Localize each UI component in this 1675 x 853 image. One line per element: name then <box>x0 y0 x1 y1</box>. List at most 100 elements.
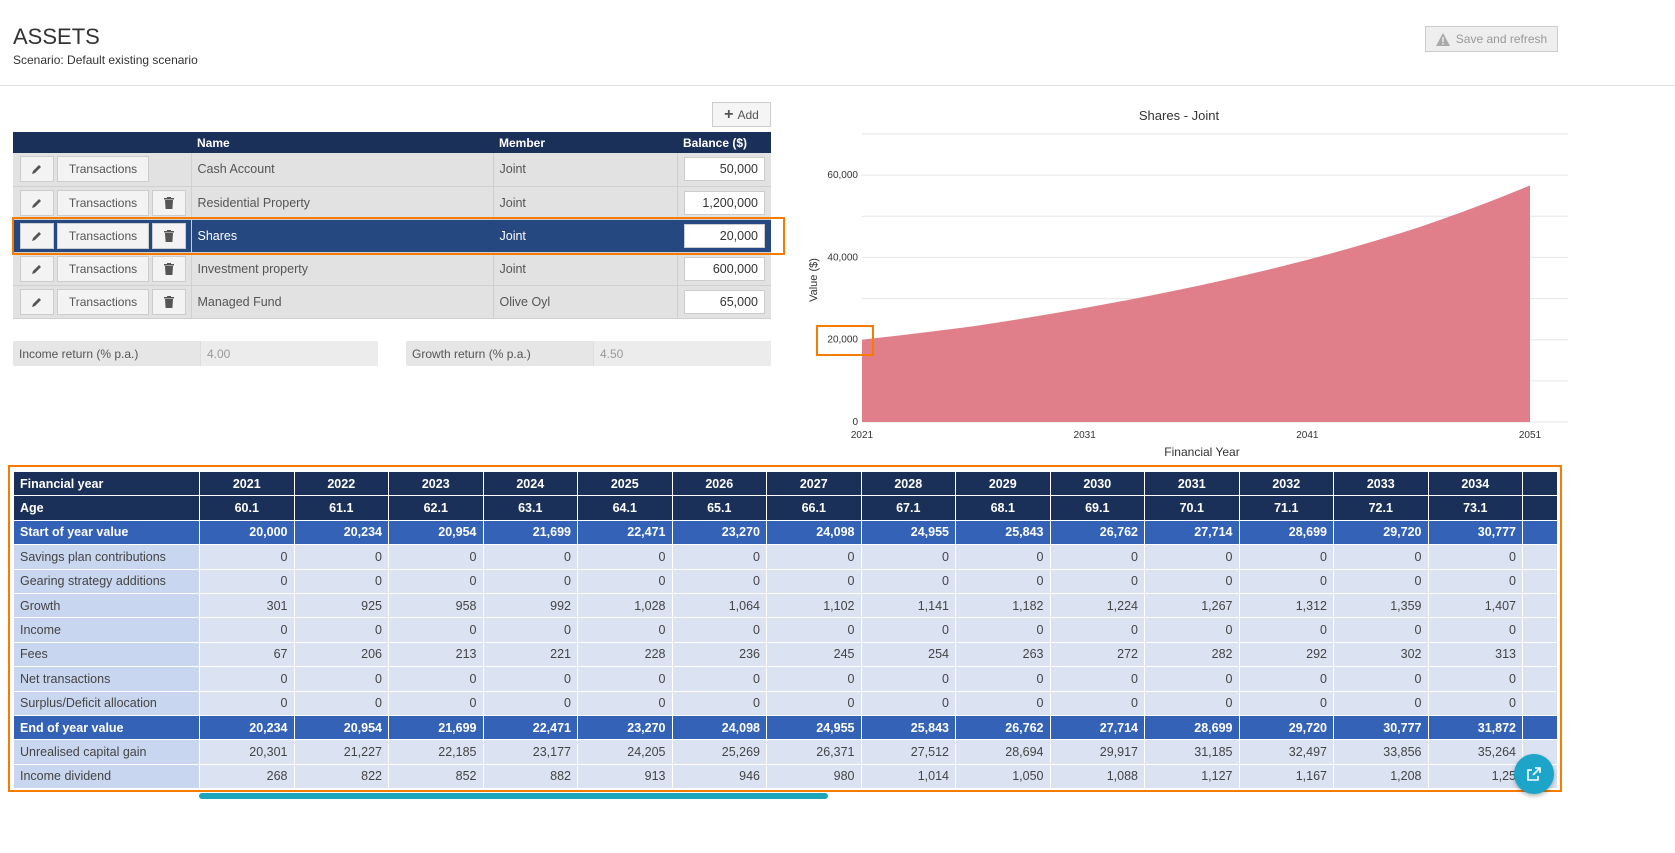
cell: 0 <box>293 568 389 594</box>
projection-row: Income dividend 268 822 852 882 913 946 980 1,01… <box>13 763 1558 790</box>
cell: 61.1 <box>293 495 389 521</box>
cell: 20,000 <box>199 519 295 546</box>
edit-button[interactable] <box>20 222 54 249</box>
projection-row: Financial year 2021 2022 2023 2024 2025 2026 20… <box>13 470 1558 497</box>
projection-row: Net transactions 0 0 0 0 0 0 0 0 0 0 0 0 0 0 <box>13 666 1558 692</box>
cell: 0 <box>1238 666 1334 692</box>
edit-button[interactable] <box>20 189 54 216</box>
pencil-icon <box>32 165 41 175</box>
horizontal-scrollbar[interactable] <box>199 793 828 799</box>
projection-row: Unrealised capital gain 20,301 21,227 22,18… <box>13 739 1558 765</box>
edit-button[interactable] <box>20 255 54 282</box>
cell: 29,917 <box>1049 739 1145 765</box>
cell: 25,843 <box>860 714 956 741</box>
cell: 20,954 <box>293 714 389 741</box>
cell: 0 <box>482 617 578 643</box>
divider <box>0 85 1675 86</box>
transactions-button[interactable]: Transactions <box>57 222 149 249</box>
balance-input[interactable]: 600,000 <box>684 256 765 281</box>
cell: 25,843 <box>955 519 1051 546</box>
add-asset-button[interactable]: + Add <box>712 102 771 127</box>
cell: 0 <box>1427 617 1523 643</box>
cell: 0 <box>199 617 295 643</box>
balance-input[interactable]: 65,000 <box>684 289 765 314</box>
asset-row[interactable]: Transactions Shares Joint 20,000 <box>13 219 771 253</box>
series-area <box>862 185 1530 422</box>
delete-button[interactable] <box>152 255 186 282</box>
asset-row[interactable]: Transactions Investment property Joint 6… <box>13 252 771 286</box>
delete-button[interactable] <box>152 288 186 315</box>
cell: 1,407 <box>1427 592 1523 619</box>
cell: 0 <box>577 617 673 643</box>
edit-button[interactable] <box>20 288 54 315</box>
trash-icon <box>164 229 174 242</box>
member-header: Member <box>493 132 677 153</box>
cell: 26,762 <box>1049 519 1145 546</box>
save-label: Save and refresh <box>1455 32 1548 46</box>
row-label: Growth <box>13 592 200 619</box>
cell: 64.1 <box>577 495 673 521</box>
cell: 0 <box>1144 544 1240 570</box>
income-return-field[interactable]: Income return (% p.a.) 4.00 <box>13 341 378 366</box>
balance-input[interactable]: 50,000 <box>684 157 765 182</box>
row-label: Income <box>13 617 200 643</box>
asset-member: Olive Oyl <box>493 285 678 319</box>
delete-button[interactable] <box>152 222 186 249</box>
asset-row[interactable]: Transactions Cash Account Joint 50,000 <box>13 153 771 187</box>
cell: 66.1 <box>766 495 862 521</box>
cell: 25,269 <box>671 739 767 765</box>
balance-input[interactable]: 20,000 <box>684 223 765 248</box>
cell-empty <box>1522 470 1558 497</box>
delete-button[interactable] <box>152 189 186 216</box>
save-and-refresh-button[interactable]: Save and refresh <box>1425 26 1558 52</box>
transactions-button[interactable]: Transactions <box>57 288 149 315</box>
cell: 29,720 <box>1238 714 1334 741</box>
income-return-value[interactable]: 4.00 <box>200 341 378 366</box>
cell: 72.1 <box>1333 495 1429 521</box>
transactions-button[interactable]: Transactions <box>57 189 149 216</box>
balance-input[interactable]: 1,200,000 <box>684 190 765 215</box>
cell: 22,471 <box>482 714 578 741</box>
cell: 213 <box>388 641 484 668</box>
cell: 20,954 <box>388 519 484 546</box>
transactions-button[interactable]: Transactions <box>57 255 149 282</box>
asset-row[interactable]: Transactions Residential Property Joint … <box>13 186 771 220</box>
plus-icon: + <box>724 105 734 123</box>
cell-empty <box>1522 690 1558 716</box>
transactions-button[interactable]: Transactions <box>57 156 149 183</box>
cell: 1,088 <box>1049 763 1145 790</box>
growth-return-field[interactable]: Growth return (% p.a.) 4.50 <box>406 341 771 366</box>
asset-name: Cash Account <box>191 153 494 187</box>
cell: 29,720 <box>1333 519 1429 546</box>
growth-return-value[interactable]: 4.50 <box>593 341 771 366</box>
edit-button[interactable] <box>20 156 54 183</box>
cell: 0 <box>577 568 673 594</box>
cell: 913 <box>577 763 673 790</box>
cell: 0 <box>955 666 1051 692</box>
cell: 1,127 <box>1144 763 1240 790</box>
cell: 31,185 <box>1144 739 1240 765</box>
cell: 0 <box>199 666 295 692</box>
cell: 0 <box>766 690 862 716</box>
cell: 31,872 <box>1427 714 1523 741</box>
cell: 65.1 <box>671 495 767 521</box>
export-button[interactable] <box>1514 754 1554 794</box>
x-tick-label: 2031 <box>1074 430 1097 441</box>
cell: 0 <box>671 690 767 716</box>
pencil-icon <box>32 264 41 274</box>
name-header: Name <box>191 132 493 153</box>
projection-table: Financial year 2021 2022 2023 2024 2025 2026 20… <box>13 470 1558 790</box>
cell: 0 <box>199 544 295 570</box>
cell: 2026 <box>671 470 767 497</box>
cell: 0 <box>1049 690 1145 716</box>
cell: 73.1 <box>1427 495 1523 521</box>
asset-row[interactable]: Transactions Managed Fund Olive Oyl 65,0… <box>13 285 771 319</box>
cell: 27,512 <box>860 739 956 765</box>
cell: 24,955 <box>766 714 862 741</box>
cell: 221 <box>482 641 578 668</box>
cell: 0 <box>1238 690 1334 716</box>
row-label: Financial year <box>13 470 200 497</box>
cell: 0 <box>199 690 295 716</box>
cell: 0 <box>293 617 389 643</box>
cell-empty <box>1522 641 1558 668</box>
